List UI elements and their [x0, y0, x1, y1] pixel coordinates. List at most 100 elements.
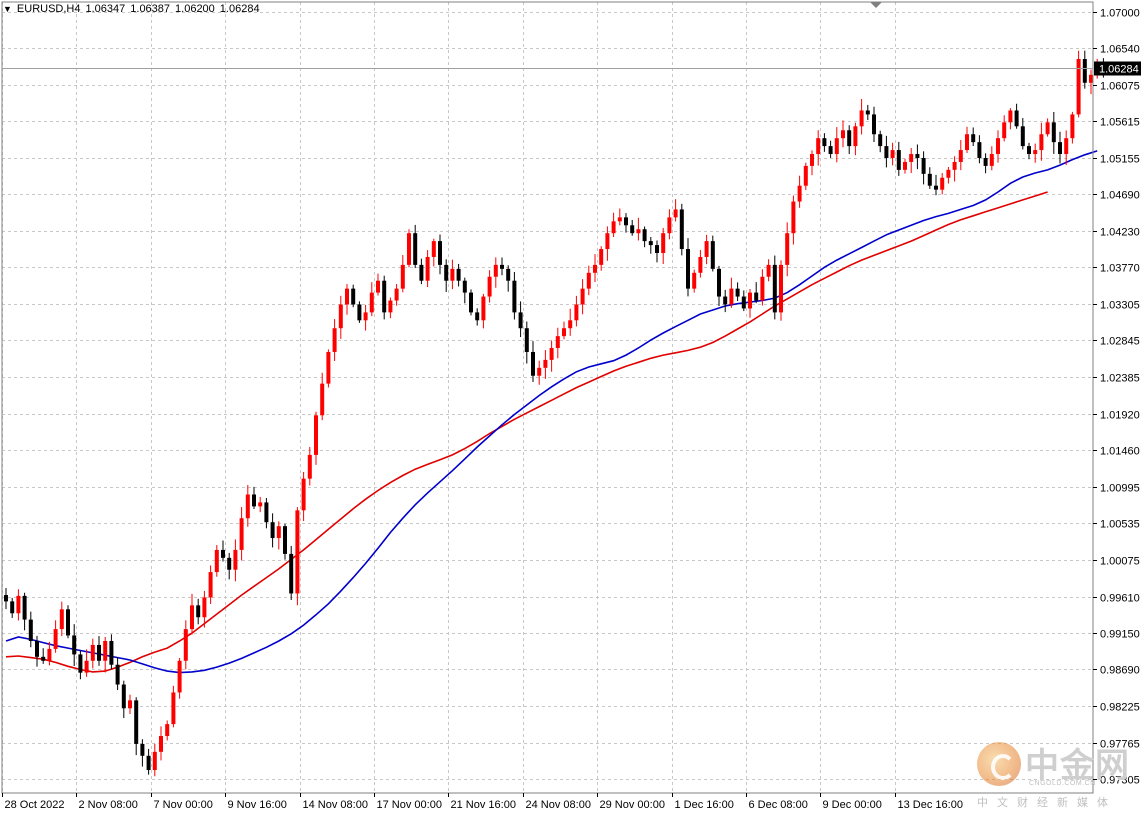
candles [4, 50, 1106, 777]
candle-body [989, 154, 994, 166]
watermark-brand: 中金网 [1025, 746, 1130, 786]
chart-shift-icon [870, 2, 882, 8]
y-tick-label: 0.99610 [1100, 593, 1140, 605]
candle-body [710, 241, 715, 269]
candle-body [562, 328, 566, 337]
y-tick-label: 1.02845 [1100, 336, 1140, 348]
candle-body [549, 348, 554, 360]
candle-body [301, 478, 306, 511]
candle-body [239, 518, 244, 550]
candle-body [630, 225, 635, 234]
x-tick-label: 13 Dec 16:00 [898, 799, 963, 811]
candle-body [134, 700, 139, 744]
y-tick-label: 1.03770 [1100, 263, 1140, 275]
candle-body [655, 245, 659, 253]
candle-body [338, 304, 343, 329]
candle-body [927, 173, 932, 186]
candle-body [816, 138, 821, 155]
candle-body [797, 185, 802, 202]
candle-body [1076, 59, 1081, 115]
candle-body [196, 605, 201, 618]
candle-body [896, 150, 901, 170]
symbol-label: EURUSD,H4 [16, 3, 81, 15]
y-tick-label: 1.03305 [1100, 300, 1140, 312]
candle-body [462, 280, 467, 293]
candle-body [469, 292, 473, 313]
candle-body [599, 249, 604, 265]
candle-body [903, 161, 907, 170]
y-tick-label: 1.04690 [1100, 190, 1140, 202]
candle-body [593, 264, 597, 273]
candle-body [152, 751, 157, 771]
candle-body [283, 526, 287, 554]
candle-body [865, 110, 870, 115]
candle-body [59, 609, 64, 630]
watermark-tagline: 中文财经新媒体 [977, 797, 1117, 809]
candle-body [934, 185, 938, 190]
candle-body [128, 700, 132, 709]
candle-body [357, 304, 362, 321]
close-value: 1.06284 [219, 3, 260, 15]
candle-body [264, 502, 269, 523]
candle-body [679, 209, 684, 250]
candle-body [53, 629, 58, 649]
candle-body [28, 619, 33, 641]
y-tick-label: 1.02385 [1100, 373, 1140, 385]
y-tick-label: 0.97305 [1100, 775, 1140, 787]
candle-body [878, 134, 883, 147]
candle-body [177, 660, 182, 693]
candle-body [388, 300, 393, 313]
candle-body [735, 288, 740, 297]
current-price-label: 1.06284 [1099, 64, 1139, 76]
candle-body [958, 150, 963, 162]
ma-fast-line [5, 150, 1098, 674]
candle-body [456, 268, 461, 281]
symbol-menu-icon[interactable]: ▼ [3, 4, 12, 14]
candle-body [872, 114, 876, 135]
y-tick-label: 1.06540 [1100, 44, 1140, 56]
grid [2, 2, 1093, 793]
x-tick-label: 17 Nov 00:00 [377, 799, 442, 811]
y-tick-label: 1.04230 [1100, 227, 1140, 239]
candle-body [512, 280, 517, 313]
x-tick-label: 6 Dec 08:00 [749, 799, 808, 811]
candle-body [586, 272, 591, 289]
candle-body [221, 549, 225, 558]
candle-body [717, 268, 721, 297]
candle-body [1020, 126, 1025, 147]
candle-body [847, 130, 852, 147]
candle-body [686, 249, 690, 289]
x-tick-label: 7 Nov 00:00 [154, 799, 213, 811]
candle-body [320, 383, 325, 416]
candle-body [276, 526, 281, 539]
candle-body [834, 138, 839, 155]
candle-body [996, 138, 1000, 155]
candle-body [394, 288, 399, 301]
candle-body [90, 644, 95, 661]
candle-body [41, 656, 46, 661]
candle-body [766, 264, 771, 277]
candle-body [1002, 122, 1007, 139]
y-tick-label: 1.00075 [1100, 556, 1140, 568]
candle-body [555, 336, 560, 349]
candle-body [16, 595, 21, 614]
y-tick-label: 1.00995 [1100, 483, 1140, 495]
candle-body [909, 154, 914, 162]
open-value: 1.06347 [85, 3, 126, 15]
candle-body [785, 233, 790, 265]
candle-body [1051, 122, 1056, 143]
x-tick-label: 29 Nov 00:00 [600, 799, 665, 811]
candle-body [946, 169, 951, 178]
candle-body [518, 312, 523, 329]
candle-body [171, 692, 176, 725]
candle-body [624, 217, 628, 226]
candle-body [748, 292, 752, 309]
candle-body [965, 134, 969, 151]
ma-slow-line [5, 191, 1048, 673]
y-tick-label: 1.00535 [1100, 519, 1140, 531]
candle-body [1039, 134, 1044, 151]
candle-body [841, 130, 845, 139]
candle-body [227, 557, 232, 570]
